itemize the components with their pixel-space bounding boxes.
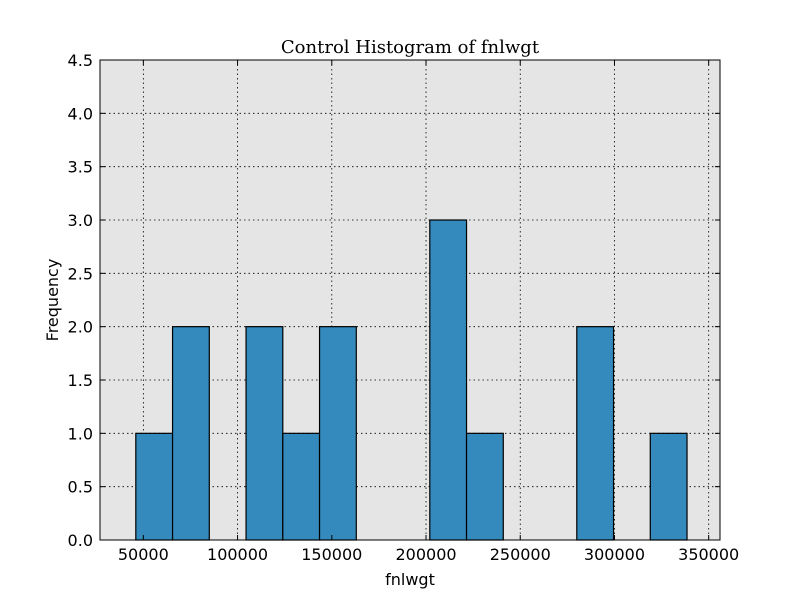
x-tick-label: 150000 xyxy=(301,545,362,564)
y-tick-label: 1.5 xyxy=(68,371,93,390)
y-tick-label: 4.5 xyxy=(68,51,93,70)
plot-frame xyxy=(99,59,721,541)
chart-title: Control Histogram of fnlwgt xyxy=(281,37,540,58)
grid-lines xyxy=(100,59,720,541)
histogram-bar xyxy=(171,326,210,541)
y-tick-label: 2.5 xyxy=(68,264,93,283)
histogram-bar xyxy=(576,326,615,541)
x-tick-label: 350000 xyxy=(678,545,739,564)
ticks: 50000 100000 150000 200000 250000 300000 35000… xyxy=(68,51,740,564)
y-tick-label: 2.0 xyxy=(68,318,93,337)
x-tick-label: 100000 xyxy=(207,545,268,564)
histogram-bar xyxy=(245,326,284,541)
histogram-bar xyxy=(282,432,321,541)
histogram-bar xyxy=(429,219,468,541)
histogram-bar xyxy=(649,432,688,541)
y-tick-label: 1.0 xyxy=(68,424,93,443)
histogram-bar xyxy=(465,432,504,541)
y-tick-label: 3.5 xyxy=(68,158,93,177)
x-tick-label: 300000 xyxy=(584,545,645,564)
x-tick-label: 250000 xyxy=(490,545,551,564)
histogram-bar xyxy=(135,432,174,541)
y-axis-label: Frequency xyxy=(43,259,62,342)
y-tick-label: 4.0 xyxy=(68,104,93,123)
x-axis-label: fnlwgt xyxy=(385,570,435,589)
y-tick-label: 0.0 xyxy=(68,531,93,550)
bars xyxy=(135,219,688,541)
x-tick-label: 200000 xyxy=(395,545,456,564)
x-tick-label: 50000 xyxy=(118,545,169,564)
y-tick-label: 3.0 xyxy=(68,211,93,230)
histogram-bar xyxy=(318,326,357,541)
y-tick-label: 0.5 xyxy=(68,478,93,497)
